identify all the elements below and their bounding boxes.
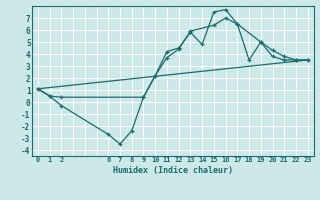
- X-axis label: Humidex (Indice chaleur): Humidex (Indice chaleur): [113, 166, 233, 175]
